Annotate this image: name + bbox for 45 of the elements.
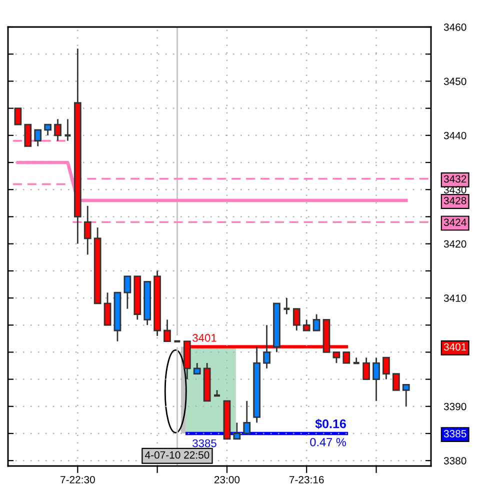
- annotation: 3385: [192, 439, 216, 448]
- candlestick: [54, 118, 62, 142]
- y2-tick-label: 3428: [444, 196, 466, 204]
- candlestick: [263, 324, 270, 370]
- candlestick: [193, 362, 201, 375]
- candlestick: [372, 356, 380, 402]
- y-tick-label: 3450: [444, 78, 466, 86]
- annotation: $0.16: [315, 418, 346, 430]
- candlestick: [382, 356, 390, 380]
- candlestick: [44, 124, 52, 136]
- x-tick-label: 7-23:16: [289, 476, 324, 484]
- y2-tick-label: 3432: [444, 175, 466, 183]
- y-tick-label: 3420: [444, 240, 466, 248]
- candlestick: [342, 351, 350, 364]
- ref-line-label: 4-07-10 22:50: [145, 451, 210, 459]
- candlestick: [164, 318, 171, 342]
- annotation: 0.47 %: [310, 438, 346, 446]
- y2-tick-label: 3401: [444, 343, 466, 351]
- x-tick-label: 7-22:30: [60, 476, 95, 484]
- candlestick: [332, 351, 340, 364]
- y-tick-label: 3390: [444, 402, 466, 410]
- y-tick-label: 3380: [444, 457, 466, 464]
- y-tick-label: 3440: [444, 132, 466, 140]
- candlestick: [84, 205, 92, 256]
- candlestick: [402, 384, 410, 408]
- candlestick: [312, 314, 320, 332]
- candlestick: [243, 400, 251, 434]
- y2-tick-label: 3385: [444, 430, 466, 438]
- candlestick: [292, 308, 300, 332]
- y-tick-label: 3460: [444, 24, 466, 31]
- candlestick: [392, 373, 400, 391]
- candlestick: [34, 129, 42, 147]
- annotation: 3401: [192, 334, 216, 342]
- candlestick: [282, 297, 291, 315]
- x-tick-label: 23:00: [214, 476, 240, 484]
- candlestick: [24, 124, 32, 147]
- candlestick: [302, 318, 310, 332]
- y-tick-label: 3410: [444, 294, 466, 302]
- candlestick: [233, 422, 241, 440]
- y2-tick-label: 3424: [444, 218, 466, 226]
- candlestick: [352, 356, 360, 364]
- candlestick: [124, 276, 132, 310]
- candlestick: [104, 292, 112, 326]
- candlestick: [64, 118, 72, 142]
- candlestick: [362, 356, 370, 380]
